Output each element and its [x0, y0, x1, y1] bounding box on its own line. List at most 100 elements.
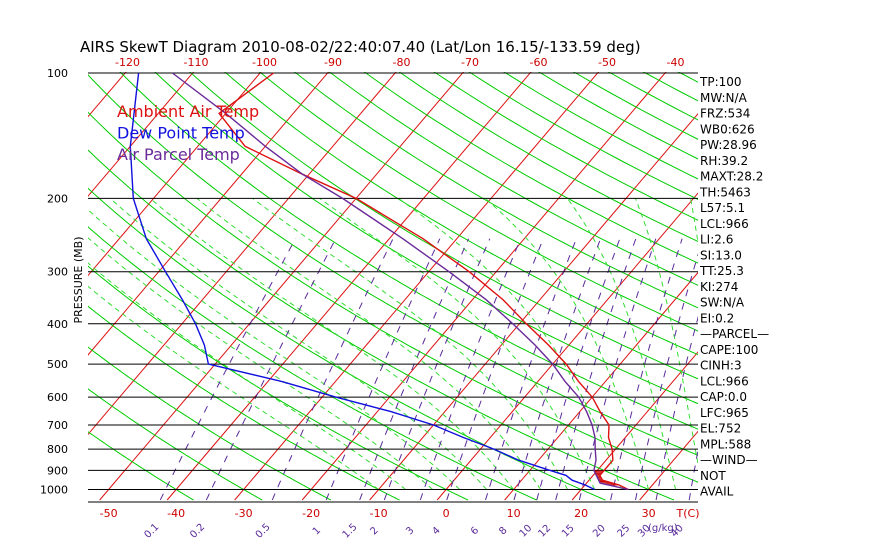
legend: Ambient Air Temp Dew Point Temp Air Parcel… — [117, 102, 259, 164]
parameter-entry: SI:13.0 — [700, 248, 742, 262]
dry-adiabat-line — [154, 72, 698, 405]
pressure-tick-label: 600 — [47, 391, 68, 404]
parameter-entry: LCL:966 — [700, 374, 749, 388]
bottom-temp-tick-label: -50 — [100, 507, 118, 520]
isotherm-line — [301, 72, 667, 501]
parameter-entry: TH:5463 — [699, 185, 751, 199]
mixing-ratio-unit-label: (g/kg) — [648, 523, 678, 534]
top-temp-tick-label: -60 — [530, 56, 548, 69]
mixing-ratio-line — [325, 238, 441, 501]
mixing-ratio-tick-label: 3 — [404, 525, 416, 537]
isobars — [88, 72, 698, 503]
mixing-ratio-tick-label: 8 — [497, 525, 509, 537]
pressure-tick-label: 400 — [47, 318, 68, 331]
isotherm-line — [504, 271, 698, 501]
bottom-temp-tick-label: -10 — [370, 507, 388, 520]
parameter-entry: —PARCEL— — [700, 327, 769, 341]
moist-adiabat-line — [319, 197, 596, 490]
dew-point-temptrace — [129, 72, 595, 491]
pressure-tick-label: 300 — [47, 266, 68, 279]
parameter-entry: AVAIL — [700, 485, 734, 499]
parameter-entry: CINH:3 — [700, 359, 742, 373]
moist-adiabat-line — [634, 198, 698, 467]
mixing-ratio-line — [513, 238, 601, 501]
bottom-temp-tick-label: 20 — [574, 507, 588, 520]
top-temp-tick-label: -120 — [115, 56, 140, 69]
pressure-tick-label: 200 — [47, 192, 68, 205]
pressure-tick-label: 100 — [47, 67, 68, 80]
parameter-entry: SW:N/A — [700, 296, 745, 310]
top-temp-tick-label: -80 — [393, 56, 411, 69]
mixing-ratio-tick-label: 0.2 — [188, 522, 207, 541]
mixing-ratio-line — [655, 315, 698, 501]
top-temp-tick-label: -90 — [324, 56, 342, 69]
moist-adiabat-line — [398, 197, 623, 490]
mixing-ratio-line — [578, 238, 657, 501]
mixing-ratio-tick-label: 0.5 — [254, 522, 273, 541]
profile-traces — [129, 72, 629, 491]
parameter-entry: EI:0.2 — [700, 311, 734, 325]
bottom-temp-tick-label: 30 — [642, 507, 656, 520]
parameter-entry: CAPE:100 — [700, 343, 758, 357]
mixing-ratio-tick-label: 6 — [469, 525, 481, 537]
mixing-ratio-line — [610, 238, 683, 501]
parameter-entry: L57:5.1 — [700, 201, 745, 215]
moist-adiabat-line — [485, 198, 650, 490]
isotherm-line — [775, 66, 870, 500]
dry-adiabat-line — [433, 72, 698, 221]
temp-axis-unit-label: T(C) — [676, 507, 700, 520]
isotherm-line — [88, 72, 397, 436]
mixing-ratio-line — [485, 238, 577, 501]
mixing-ratio-line — [446, 238, 544, 501]
moist-adiabat-line — [196, 198, 542, 490]
parameter-entry: MW:N/A — [700, 91, 748, 105]
mixing-ratio-tick-label: 4 — [430, 525, 442, 537]
moist-adiabat-line — [566, 198, 677, 490]
parameter-entry: TP:100 — [699, 75, 742, 89]
bottom-temp-tick-label: -20 — [302, 507, 320, 520]
dry-adiabat-line — [328, 72, 698, 286]
parameter-entry: LCL:966 — [700, 217, 749, 231]
top-temp-tick-label: -110 — [184, 56, 209, 69]
parameter-entry: MAXT:28.2 — [700, 170, 763, 184]
top-temp-tick-label: -100 — [252, 56, 277, 69]
mixing-ratio-tick-label: 0.1 — [142, 522, 161, 541]
parameter-entry: —WIND— — [700, 453, 758, 467]
parameter-entry: PW:28.96 — [700, 138, 757, 152]
pressure-tick-label: 800 — [47, 443, 68, 456]
mixing-ratio-line — [359, 238, 470, 501]
moist-adiabat-line — [88, 237, 433, 490]
dry-adiabat-line — [259, 72, 698, 332]
mixing-ratio-line — [205, 238, 337, 501]
mixing-ratio-tick-label: 2 — [368, 525, 380, 537]
isotherm-line — [436, 192, 698, 501]
pressure-tick-label: 500 — [47, 358, 68, 371]
bottom-temp-tick-label: 10 — [507, 507, 521, 520]
dry-adiabat-line — [363, 72, 698, 264]
mixing-ratio-line — [536, 238, 621, 501]
isotherm-line — [88, 72, 195, 197]
dry-adiabat-line — [293, 72, 698, 309]
mixing-ratio-tick-label: 1.5 — [341, 522, 360, 541]
moist-adiabat-line — [88, 262, 406, 490]
parameter-entry: KI:274 — [700, 280, 738, 294]
legend-entry: Air Parcel Temp — [117, 145, 240, 164]
dry-adiabat-line — [88, 149, 675, 501]
parameter-entry: WB0:626 — [700, 122, 755, 136]
top-temp-tick-label: -50 — [598, 56, 616, 69]
parameter-entry: TT:25.3 — [699, 264, 744, 278]
legend-entry: Ambient Air Temp — [117, 102, 259, 121]
mixing-ratio-tick-label: 1 — [311, 525, 323, 537]
mixing-ratio-line — [271, 238, 394, 501]
pressure-tick-label: 700 — [47, 419, 68, 432]
chart-title: AIRS SkewT Diagram 2010-08-02/22:40:07.4… — [80, 38, 641, 56]
mixing-ratio-line — [383, 238, 491, 501]
mixing-ratio-tick-label: 12 — [536, 523, 553, 540]
parameter-entry: NOT — [700, 469, 726, 483]
parameter-entry: FRZ:534 — [700, 107, 750, 121]
isotherm-line — [0, 66, 64, 500]
dry-adiabat-line — [224, 72, 698, 356]
